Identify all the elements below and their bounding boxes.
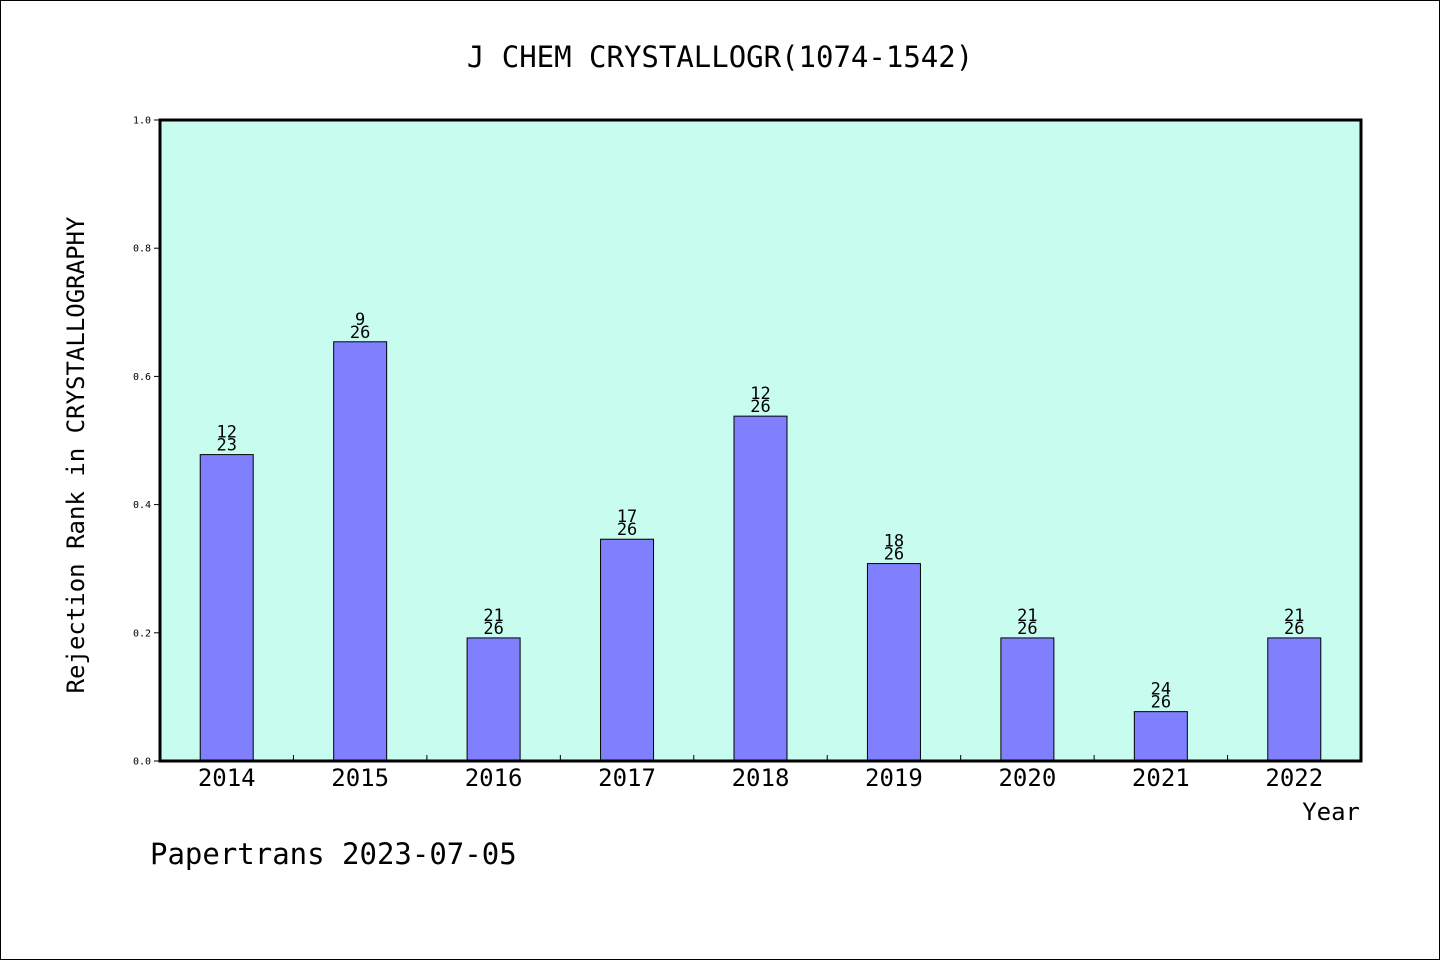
y-axis: 0.0 0.2 0.4 0.6 0.8 1.0 [133,116,160,768]
y-tick-label: 0.0 [133,757,151,768]
y-tick-label: 0.2 [133,628,151,639]
x-tick-label: 2019 [865,764,923,792]
x-tick-label: 2017 [598,764,656,792]
bar-label-rank: 17 [617,507,637,527]
bar-label-rank: 12 [216,423,236,443]
bar-2016 [466,637,521,762]
bar-label-rank: 24 [1151,680,1171,700]
bar-2014 [199,454,254,762]
bar-label-total: 26 [750,397,770,417]
bar-label-rank: 21 [1017,606,1037,626]
x-axis-label: Year [1302,798,1360,826]
x-tick-label: 2020 [998,764,1056,792]
bar-2017 [600,538,655,762]
bar-2021 [1133,711,1188,762]
bar-label-total: 26 [1284,619,1304,639]
bar-label-rank: 9 [355,310,365,330]
bar-2022 [1267,637,1322,762]
bar-label-rank: 18 [884,532,904,552]
bar-2018 [733,415,788,762]
y-tick-label: 1.0 [133,116,151,127]
x-tick-label: 2018 [732,764,790,792]
bar-label-total: 26 [1151,693,1171,713]
bar-2019 [866,563,921,762]
bar-label-total: 26 [1017,619,1037,639]
bar-label-total: 23 [216,436,236,456]
bar-label-total: 26 [617,520,637,540]
x-tick-label: 2016 [465,764,523,792]
bar-label-total: 26 [483,619,503,639]
x-tick-label: 2015 [331,764,389,792]
x-tick-label: 2014 [198,764,256,792]
y-axis-label: Rejection Rank in CRYSTALLOGRAPHY [62,216,90,693]
plot-border [158,118,1363,763]
bar-label-rank: 21 [1284,606,1304,626]
bar-2015 [333,341,388,762]
x-tick-label: 2021 [1132,764,1190,792]
bar-label-total: 26 [884,545,904,565]
y-tick-label: 0.6 [133,372,151,383]
footer-credit: Papertrans 2023-07-05 [150,837,517,871]
bar-label-rank: 21 [483,606,503,626]
bar-2020 [1000,637,1055,762]
x-axis: 2014 2015 2016 2017 2018 2019 2020 2021 2022 [198,755,1323,792]
y-tick-label: 0.8 [133,244,151,255]
bar-label-rank: 12 [750,384,770,404]
bar-label-total: 26 [350,323,370,343]
y-tick-label: 0.4 [133,500,151,511]
chart-title: J CHEM CRYSTALLOGR(1074-1542) [467,40,973,74]
x-tick-label: 2022 [1265,764,1323,792]
